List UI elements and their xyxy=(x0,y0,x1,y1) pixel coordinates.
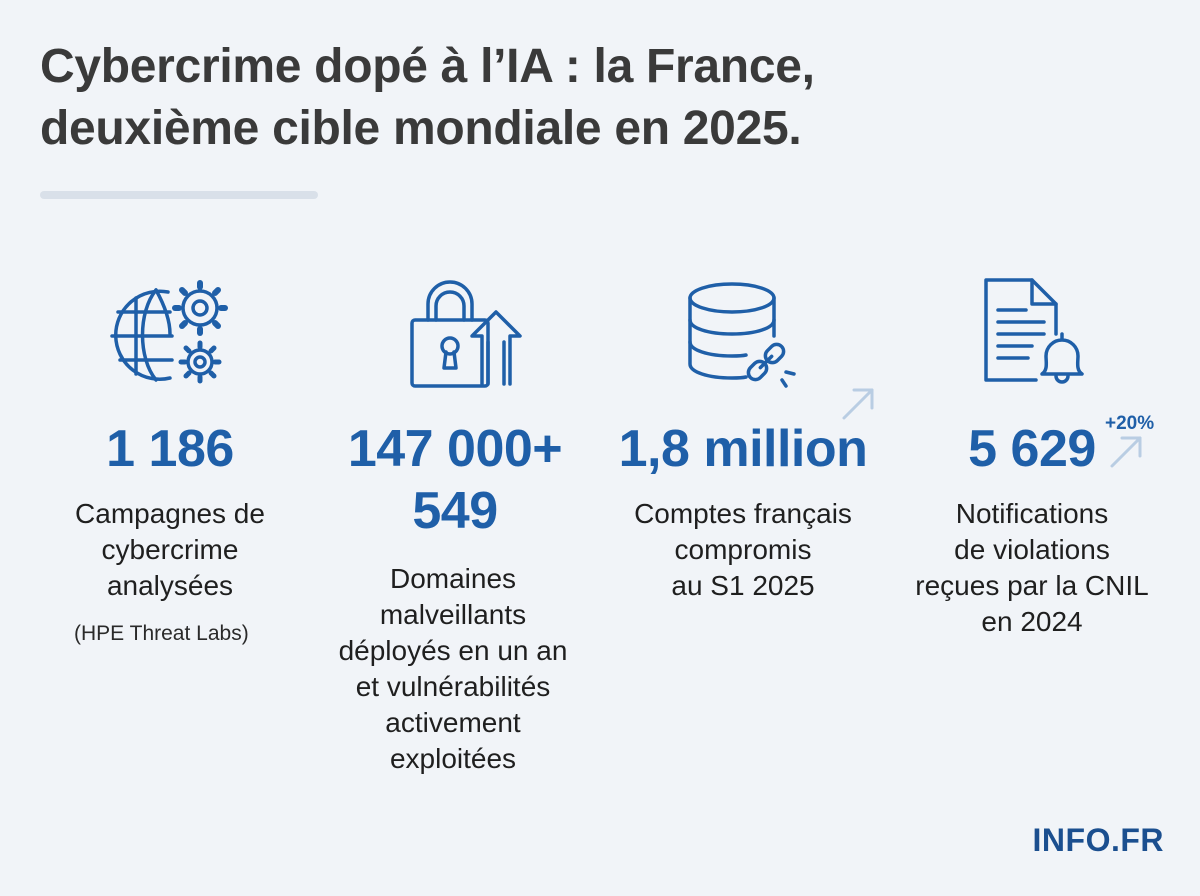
stat-value-campaigns: 1 186 xyxy=(106,420,234,478)
document-bell-icon xyxy=(982,276,1088,390)
desc-line: reçues par la CNIL xyxy=(915,570,1149,601)
stat-desc-domains: Domaines malveillants déployés en un an … xyxy=(318,561,588,777)
desc-line: en 2024 xyxy=(981,606,1083,637)
title-line-2: deuxième cible mondiale en 2025. xyxy=(40,102,802,155)
growth-badge: +20% xyxy=(1105,413,1155,434)
page-title: Cybercrime dopé à l’IA : la France, deux… xyxy=(40,36,1040,160)
title-line-1: Cybercrime dopé à l’IA : la France, xyxy=(40,40,815,93)
stat-value-domains: 147 000+ xyxy=(347,420,563,478)
desc-line: Notifications xyxy=(955,498,1109,529)
stat-value-accounts: 1,8 million xyxy=(618,420,868,478)
trend-arrow-icon xyxy=(840,386,876,422)
stat-desc-notifications: Notifications de violations reçues par l… xyxy=(892,496,1172,640)
stat-source: (HPE Threat Labs) xyxy=(74,622,249,645)
desc-line: compromis xyxy=(674,534,812,565)
database-link-icon xyxy=(688,280,798,390)
desc-line: malveillants xyxy=(379,599,527,630)
stat-value-vulnerabilities: 549 xyxy=(412,482,498,540)
globe-gears-icon xyxy=(108,278,232,388)
padlock-arrow-up-icon xyxy=(408,276,524,390)
stat-desc-accounts: Comptes français compromis au S1 2025 xyxy=(604,496,882,604)
stat-value-notifications: 5 629 xyxy=(968,420,1096,478)
desc-line: et vulnérabilités xyxy=(355,671,551,702)
brand-logo: INFO.FR xyxy=(1032,822,1164,858)
desc-line: déployés en un an xyxy=(338,635,568,666)
desc-line: Campagnes de xyxy=(75,498,265,529)
desc-line: analysées xyxy=(106,570,234,601)
desc-line: Comptes français xyxy=(634,498,852,529)
desc-line: au S1 2025 xyxy=(671,570,815,601)
desc-line: activement xyxy=(385,707,521,738)
desc-line: cybercrime xyxy=(101,534,239,565)
title-divider xyxy=(40,191,318,199)
desc-line: de violations xyxy=(954,534,1110,565)
trend-arrow-icon xyxy=(1108,434,1144,470)
desc-line: exploitées xyxy=(389,743,517,774)
stat-desc-campaigns: Campagnes de cybercrime analysées xyxy=(40,496,300,604)
desc-line: Domaines xyxy=(389,563,517,594)
